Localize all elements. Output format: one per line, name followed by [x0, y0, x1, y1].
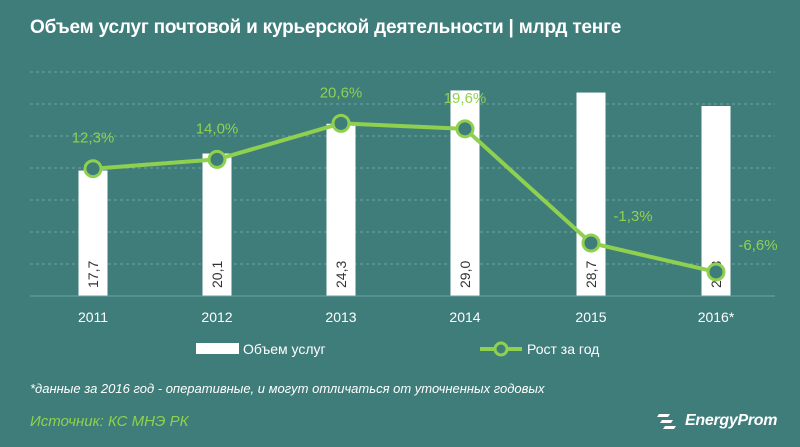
x-tick-label: 2012 — [201, 309, 232, 325]
bar-value-label: 17,7 — [85, 261, 101, 288]
growth-marker — [83, 159, 103, 179]
legend-line-marker — [493, 341, 509, 357]
x-tick-label: 2011 — [78, 309, 108, 325]
logo-text: EnergyProm — [685, 412, 778, 429]
growth-marker — [331, 113, 351, 133]
growth-line — [92, 121, 717, 274]
legend-bar-swatch — [196, 343, 239, 354]
brand-logo: EnergyProm — [656, 411, 777, 431]
growth-line-series — [83, 113, 726, 282]
growth-value-label: -1,3% — [613, 208, 652, 225]
x-tick-label: 2014 — [449, 309, 480, 325]
growth-value-label: 12,3% — [72, 130, 115, 147]
growth-value-label: 20,6% — [320, 84, 363, 101]
bar — [326, 123, 356, 297]
x-tick-label: 2016* — [698, 309, 735, 325]
x-tick-label: 2015 — [575, 309, 606, 325]
bar — [576, 92, 606, 296]
growth-value-label: 14,0% — [196, 120, 239, 137]
energyprom-logo-icon — [657, 414, 676, 429]
footnote: *данные за 2016 год - оперативные, и мог… — [30, 381, 545, 396]
bar — [78, 170, 108, 296]
grid-lines — [30, 71, 775, 265]
growth-marker — [581, 233, 601, 253]
growth-value-label: 19,6% — [444, 90, 487, 107]
growth-value-label: -6,6% — [738, 237, 777, 254]
bar — [202, 153, 232, 296]
bar-value-label: 24,3 — [333, 261, 349, 288]
growth-marker — [706, 262, 726, 282]
bar-value-label: 29,0 — [457, 261, 473, 288]
growth-value-labels: 12,3% 14,0% 20,6% 19,6% -1,3% -6,6% — [72, 84, 778, 254]
bar-series — [78, 90, 731, 297]
legend-bar-label: Объем услуг — [243, 341, 326, 357]
legend-line-label: Рост за год — [527, 341, 599, 357]
bar-value-label: 28,7 — [583, 261, 599, 288]
chart-title: Объем услуг почтовой и курьерской деятел… — [30, 17, 622, 38]
bar-value-label: 20,1 — [209, 261, 225, 288]
legend: Объем услуг Рост за год — [196, 341, 599, 357]
growth-marker — [207, 149, 227, 169]
bar-value-labels: 17,720,124,329,028,726,8 — [85, 261, 724, 288]
x-tick-label: 2013 — [325, 309, 356, 325]
x-axis-labels: 2011 2012 2013 2014 2015 2016* — [78, 309, 735, 325]
growth-marker — [455, 119, 475, 139]
source-note: Источник: КС МНЭ РК — [30, 413, 189, 430]
